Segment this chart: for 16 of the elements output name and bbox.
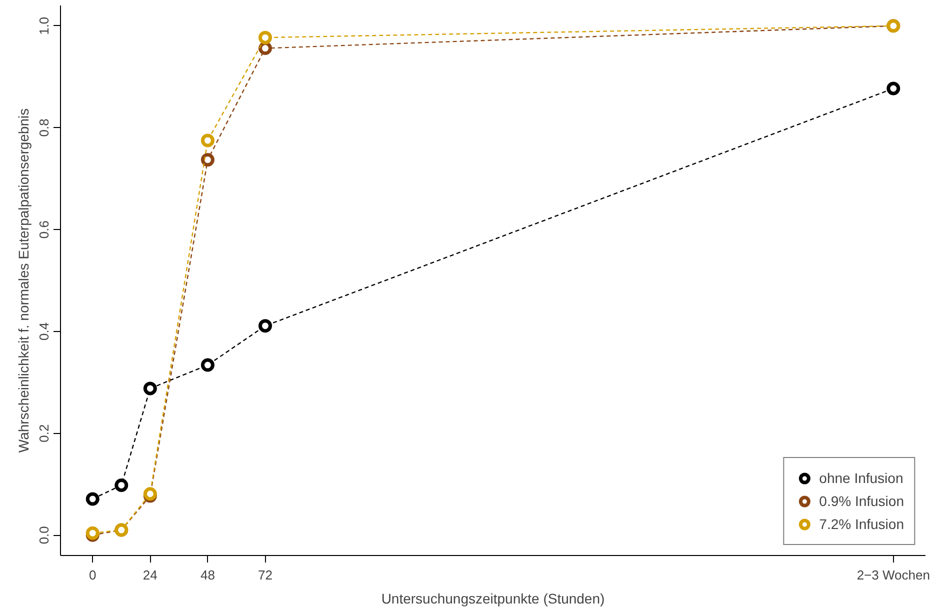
x-tick-label: 48 — [200, 568, 215, 582]
x-tick-label: 72 — [258, 568, 272, 582]
y-tick-label: 0.4 — [36, 322, 52, 340]
x-tick-label: 0 — [89, 568, 96, 582]
y-tick-label: 0.2 — [36, 424, 52, 442]
y-tick-label: 0.0 — [36, 526, 52, 544]
legend-label: ohne Infusion — [819, 470, 904, 486]
y-tick-label: 0.8 — [36, 118, 52, 137]
x-tick-label: 24 — [142, 568, 158, 582]
y-axis-title: Wahrscheinlichkeit f. normales Euterpalpationsergebnis — [16, 108, 32, 453]
y-tick-label: 0.6 — [36, 220, 52, 239]
x-tick-label: 2−3 Wochen — [856, 568, 930, 582]
x-axis-title: Untersuchungszeitpunkte (Stunden) — [381, 590, 605, 606]
y-tick-label: 1.0 — [36, 16, 52, 35]
legend-label: 0.9% Infusion — [819, 493, 904, 509]
legend-label: 7.2% Infusion — [819, 516, 904, 532]
